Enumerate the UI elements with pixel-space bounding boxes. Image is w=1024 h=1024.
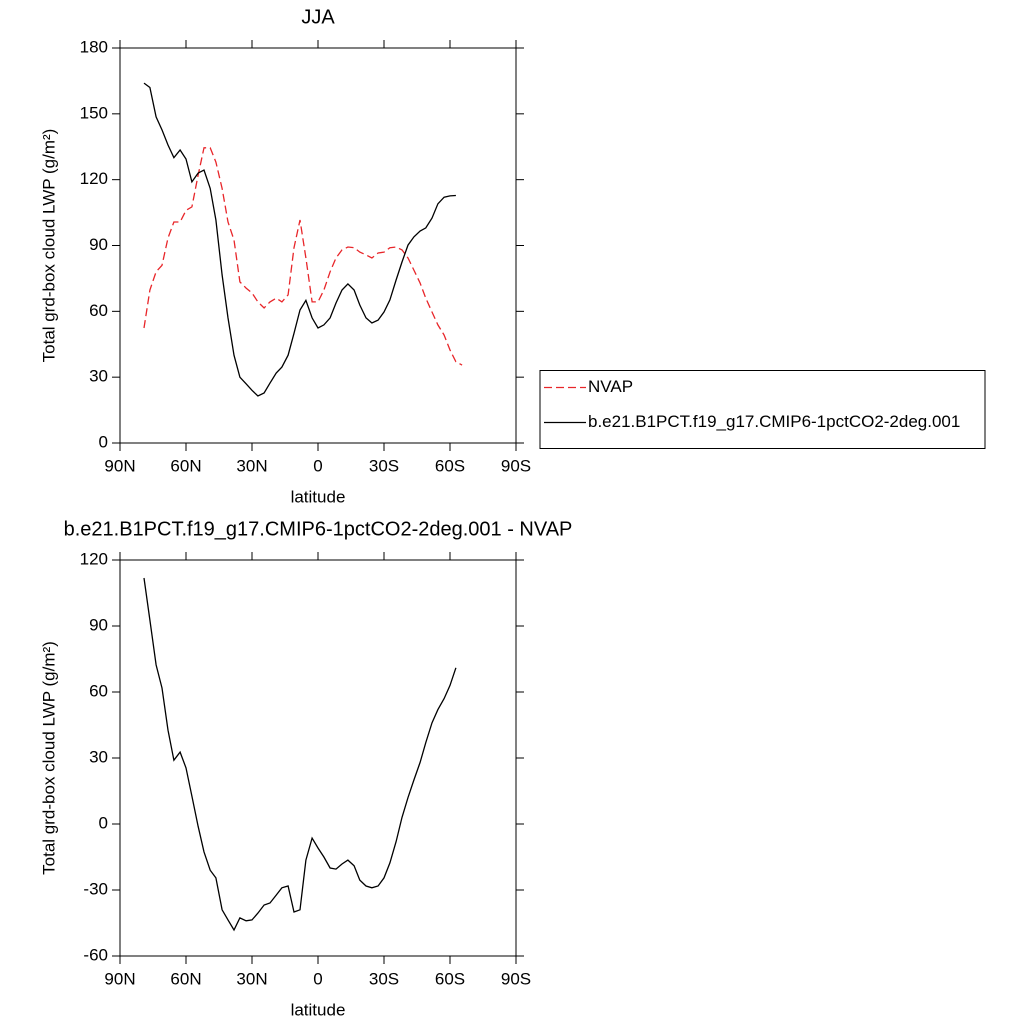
- x-tick-label: 90S: [501, 456, 531, 475]
- x-tick-label: 90N: [104, 456, 135, 475]
- x-tick-label: 30S: [369, 969, 399, 988]
- x-axis-label: latitude: [291, 487, 346, 506]
- legend-box: [539, 370, 986, 449]
- x-tick-label: 90N: [104, 969, 135, 988]
- x-tick-label: 60N: [170, 456, 201, 475]
- x-tick-label: 0: [313, 969, 322, 988]
- y-tick-label: 120: [80, 549, 108, 568]
- data-line: [143, 82, 456, 397]
- legend-label: b.e21.B1PCT.f19_g17.CMIP6-1pctCO2-2deg.0…: [588, 412, 960, 431]
- y-tick-label: 0: [99, 432, 108, 451]
- y-tick-label: 60: [89, 681, 108, 700]
- y-tick-label: -30: [83, 879, 108, 898]
- x-tick-label: 90S: [501, 969, 531, 988]
- plot-frame: [119, 559, 517, 957]
- x-tick-label: 0: [313, 456, 322, 475]
- y-tick-label: 30: [89, 747, 108, 766]
- y-tick-label: -60: [83, 945, 108, 964]
- y-tick-label: 0: [99, 813, 108, 832]
- y-axis-label: Total grd-box cloud LWP (g/m²): [39, 641, 58, 875]
- plot-frame: [119, 47, 517, 444]
- y-tick-label: 150: [80, 103, 108, 122]
- x-tick-label: 30N: [236, 969, 267, 988]
- x-axis-label: latitude: [291, 1000, 346, 1019]
- chart-title: JJA: [301, 6, 335, 28]
- legend-label: NVAP: [588, 377, 633, 396]
- y-tick-label: 90: [89, 235, 108, 254]
- x-tick-label: 30S: [369, 456, 399, 475]
- y-tick-label: 180: [80, 37, 108, 56]
- x-tick-label: 60S: [435, 456, 465, 475]
- x-tick-label: 60S: [435, 969, 465, 988]
- y-tick-label: 30: [89, 367, 108, 386]
- x-tick-label: 30N: [236, 456, 267, 475]
- y-axis-label: Total grd-box cloud LWP (g/m²): [39, 129, 58, 363]
- chart-title: b.e21.B1PCT.f19_g17.CMIP6-1pctCO2-2deg.0…: [64, 518, 573, 540]
- x-tick-label: 60N: [170, 969, 201, 988]
- y-tick-label: 60: [89, 301, 108, 320]
- y-tick-label: 120: [80, 169, 108, 188]
- data-line: [143, 577, 457, 932]
- data-line: [143, 147, 463, 366]
- y-tick-label: 90: [89, 615, 108, 634]
